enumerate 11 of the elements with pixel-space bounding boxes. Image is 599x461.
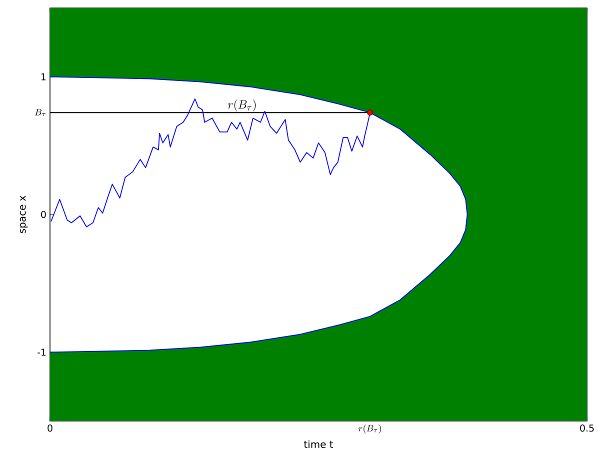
y-axis-title: space x bbox=[20, 196, 28, 234]
x-tick-label: 0.5 bbox=[580, 424, 594, 432]
annotation: $r(B_\tau)$ bbox=[228, 99, 256, 112]
y-tick-label: -1 bbox=[38, 348, 46, 356]
y-tick-label: 1 bbox=[42, 73, 46, 80]
line-series bbox=[50, 76, 468, 353]
y-tick-label: $B_\tau$ bbox=[34, 109, 46, 116]
y-tick-label: 0 bbox=[41, 210, 46, 218]
x-axis-title: time t bbox=[304, 440, 334, 448]
x-tick-label: $r(B_\tau)$ bbox=[358, 424, 381, 434]
x-tick-label: 0 bbox=[48, 424, 52, 432]
